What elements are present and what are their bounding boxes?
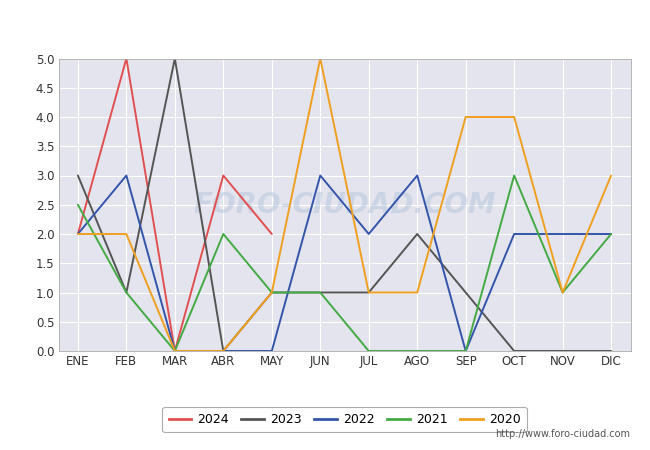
Text: Matriculaciones de Vehiculos en Boal: Matriculaciones de Vehiculos en Boal bbox=[171, 14, 479, 32]
Legend: 2024, 2023, 2022, 2021, 2020: 2024, 2023, 2022, 2021, 2020 bbox=[162, 407, 526, 432]
Text: FORO-CIUDAD.COM: FORO-CIUDAD.COM bbox=[193, 191, 496, 219]
Text: http://www.foro-ciudad.com: http://www.foro-ciudad.com bbox=[495, 429, 630, 439]
